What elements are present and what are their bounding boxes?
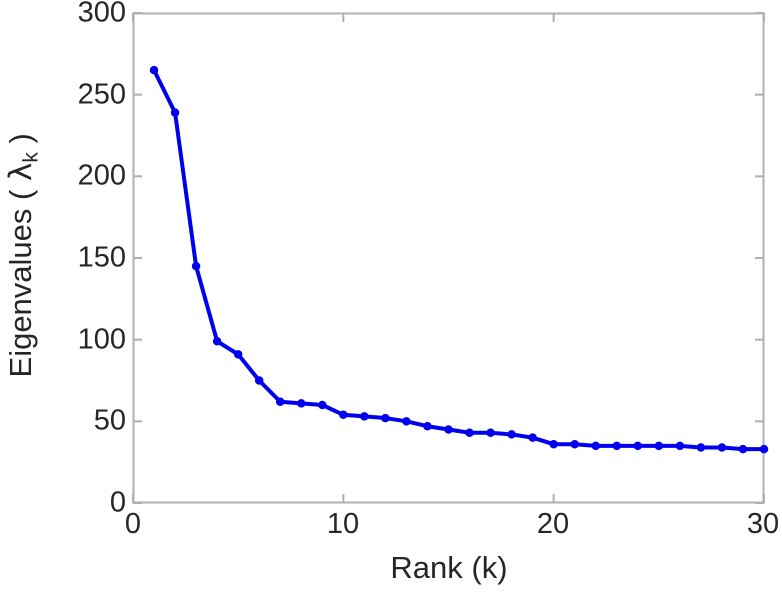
data-point-marker	[170, 108, 180, 117]
x-axis-title: Rank (k)	[390, 550, 508, 585]
data-point-marker	[423, 421, 432, 431]
y-tick-label-50: 50	[93, 404, 126, 437]
y-tick-label-200: 200	[77, 159, 126, 192]
data-point-marker	[212, 337, 222, 346]
y-tick-label-300: 300	[77, 0, 126, 29]
data-point-marker	[507, 430, 516, 439]
x-tick-label-20: 20	[536, 508, 570, 540]
data-point-marker	[738, 444, 748, 454]
data-point-marker	[633, 441, 643, 451]
data-point-marker	[486, 428, 495, 438]
data-point-marker	[297, 399, 306, 408]
data-point-marker	[654, 441, 664, 451]
y-tick-label-150: 150	[77, 241, 126, 274]
data-point-marker	[591, 441, 600, 451]
y-tick-label-0: 0	[109, 486, 126, 519]
y-axis-tick-labels: 0 50 100 150 200 250 300	[48, 0, 126, 600]
data-point-marker	[444, 425, 453, 434]
data-point-marker	[149, 65, 159, 75]
data-point-marker	[233, 350, 243, 359]
y-axis-title-container: Eigenvalues ( λk )	[0, 0, 46, 510]
lambda-symbol: λ	[2, 162, 39, 181]
x-tick-label-10: 10	[326, 508, 360, 540]
x-tick-label-0: 0	[124, 508, 142, 540]
data-point-marker	[549, 439, 558, 449]
data-point-marker	[275, 397, 285, 406]
y-axis-title: Eigenvalues ( λk )	[2, 132, 43, 378]
data-point-marker	[402, 417, 411, 426]
y-axis-title-prefix: Eigenvalues (	[2, 180, 38, 378]
data-point-marker	[570, 439, 579, 449]
axis-tick-marks	[132, 12, 765, 504]
plot-area	[132, 12, 769, 504]
data-point-marker	[528, 433, 537, 442]
data-point-marker	[465, 428, 474, 438]
data-point-marker	[339, 410, 348, 420]
plot-svg	[132, 12, 769, 504]
data-point-marker	[318, 400, 327, 410]
data-point-marker	[360, 412, 369, 421]
lambda-subscript: k	[19, 151, 43, 163]
data-point-marker	[612, 441, 622, 451]
series-line	[152, 68, 766, 452]
data-point-marker	[254, 376, 264, 385]
data-series	[149, 65, 769, 454]
data-point-marker	[759, 444, 769, 454]
data-point-marker	[191, 261, 201, 271]
y-axis-title-suffix: )	[2, 132, 38, 152]
y-tick-label-250: 250	[77, 78, 126, 111]
data-point-marker	[381, 413, 390, 423]
x-tick-label-30: 30	[746, 508, 780, 540]
data-point-marker	[717, 443, 727, 452]
data-series-layer	[149, 65, 769, 454]
data-point-marker	[675, 441, 685, 451]
y-tick-label-100: 100	[77, 323, 126, 356]
data-point-marker	[696, 443, 706, 452]
